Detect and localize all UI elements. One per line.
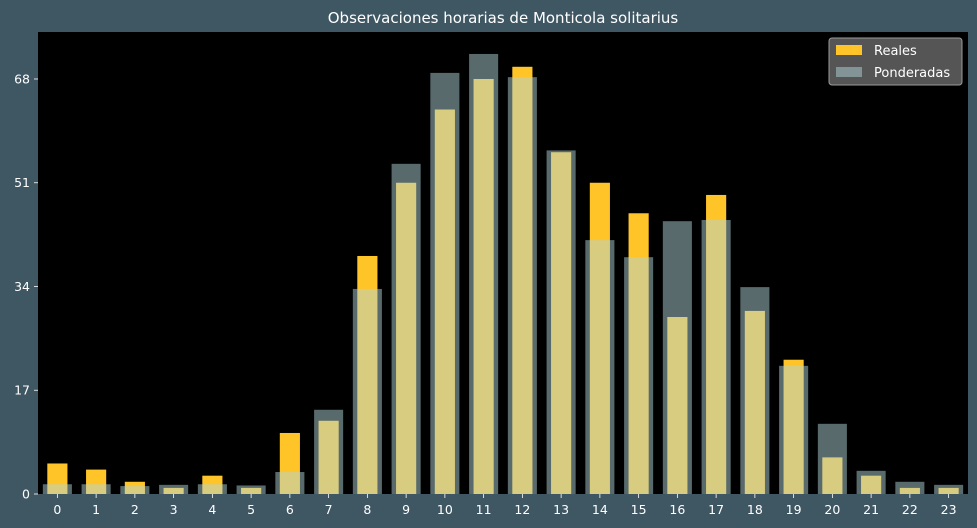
y-tick-label: 51 (14, 175, 30, 190)
bar-ponderadas-22 (895, 481, 925, 494)
bar-ponderadas-14 (585, 240, 615, 494)
chart-title: Observaciones horarias de Monticola soli… (328, 9, 679, 27)
legend-swatch-ponderadas (836, 67, 862, 77)
bar-ponderadas-2 (120, 486, 150, 494)
legend-label-reales: Reales (874, 44, 917, 59)
y-tick-label: 17 (14, 383, 30, 398)
x-tick-label: 7 (325, 502, 333, 517)
bar-ponderadas-15 (624, 257, 654, 494)
x-tick-label: 13 (553, 502, 569, 517)
bar-ponderadas-12 (507, 77, 537, 494)
bar-ponderadas-10 (430, 72, 460, 494)
bar-ponderadas-6 (275, 472, 305, 494)
bar-ponderadas-19 (779, 365, 809, 494)
bar-ponderadas-20 (817, 423, 847, 494)
bar-ponderadas-8 (352, 288, 382, 494)
bar-ponderadas-16 (662, 221, 692, 494)
x-tick-label: 14 (592, 502, 608, 517)
y-tick-label: 68 (14, 71, 30, 86)
x-tick-label: 8 (363, 502, 371, 517)
x-tick-label: 2 (131, 502, 139, 517)
y-tick-label: 34 (14, 279, 30, 294)
x-tick-label: 9 (402, 502, 410, 517)
bar-ponderadas-7 (314, 409, 344, 494)
bar-ponderadas-9 (391, 163, 421, 494)
x-tick-label: 4 (208, 502, 216, 517)
x-tick-label: 12 (514, 502, 530, 517)
bar-ponderadas-0 (42, 484, 72, 494)
x-tick-label: 20 (824, 502, 840, 517)
x-tick-label: 19 (786, 502, 802, 517)
plot-area (38, 32, 968, 494)
x-tick-label: 1 (92, 502, 100, 517)
ponderadas-bars (42, 53, 964, 494)
bar-ponderadas-3 (159, 484, 189, 494)
y-axis: 0 17 34 51 68 (14, 71, 38, 502)
x-tick-label: 16 (669, 502, 685, 517)
x-axis: 0 1 2 3 4 5 6 7 8 9 10 11 12 13 14 15 16 17 18 19 20 21 22 23 (53, 494, 957, 517)
x-tick-label: 18 (747, 502, 763, 517)
x-tick-label: 15 (631, 502, 647, 517)
legend-box (828, 37, 963, 86)
x-tick-label: 22 (902, 502, 918, 517)
x-tick-label: 5 (247, 502, 255, 517)
x-tick-label: 11 (476, 502, 492, 517)
x-tick-label: 6 (286, 502, 294, 517)
legend-label-ponderadas: Ponderadas (874, 66, 950, 81)
bar-ponderadas-18 (740, 287, 770, 494)
x-tick-label: 23 (941, 502, 957, 517)
legend: Reales Ponderadas (828, 37, 963, 86)
x-tick-label: 0 (53, 502, 61, 517)
x-tick-label: 10 (437, 502, 453, 517)
bar-ponderadas-23 (934, 484, 964, 494)
x-tick-label: 17 (708, 502, 724, 517)
bar-ponderadas-1 (81, 484, 111, 494)
bar-ponderadas-17 (701, 219, 731, 494)
bar-ponderadas-4 (197, 484, 227, 494)
bar-ponderadas-13 (546, 150, 576, 494)
legend-swatch-reales (836, 45, 862, 55)
bar-ponderadas-21 (856, 470, 886, 494)
y-tick-label: 0 (22, 487, 30, 502)
x-tick-label: 3 (170, 502, 178, 517)
x-tick-label: 21 (863, 502, 879, 517)
bar-ponderadas-11 (469, 53, 499, 494)
bar-ponderadas-5 (236, 485, 266, 494)
